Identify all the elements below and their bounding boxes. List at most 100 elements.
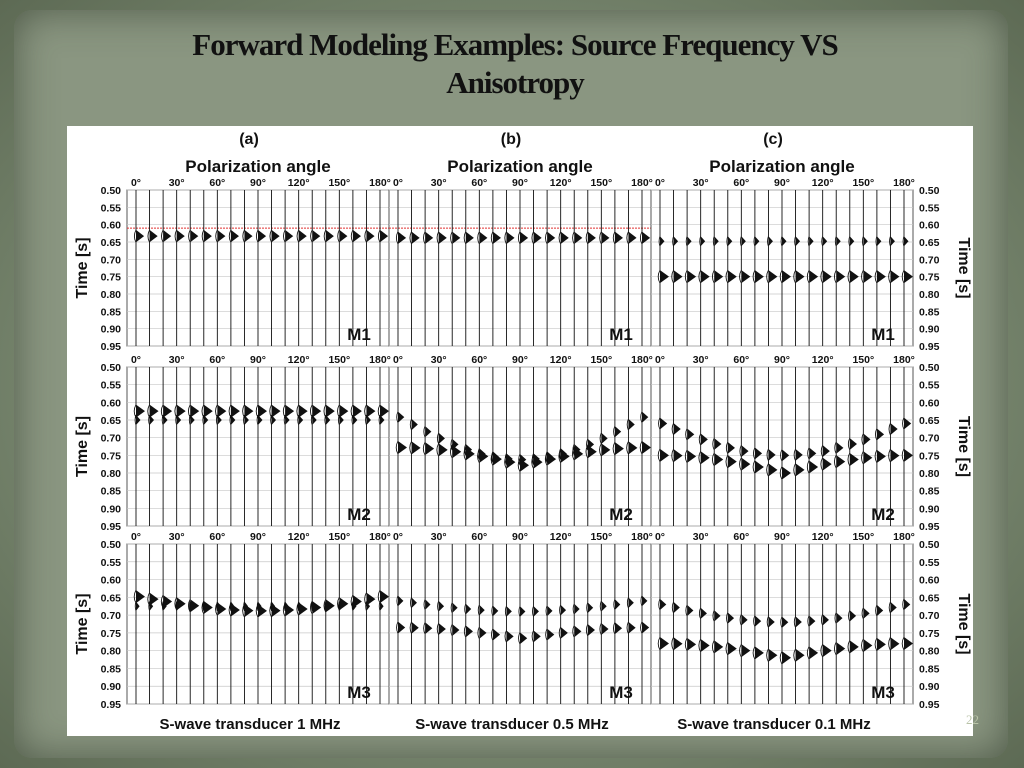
wavelet-fill	[425, 622, 433, 635]
y-tick-label-right: 0.55	[919, 380, 940, 392]
wavelet-fill	[849, 270, 859, 284]
wavelet-fill	[836, 455, 846, 469]
wavelet-fill	[904, 598, 911, 611]
wavelet-fill	[849, 438, 857, 450]
trace-line	[684, 544, 688, 704]
wavelet-fill	[574, 625, 582, 638]
wavelet-fill	[520, 231, 529, 245]
trace-line	[599, 544, 602, 704]
trace-line	[436, 544, 440, 704]
x-tick-label: 120°	[288, 354, 310, 366]
trace-line	[423, 544, 426, 704]
wavelet-fill	[768, 463, 778, 477]
wavelet-fill	[890, 423, 898, 435]
wavelet-fill	[741, 445, 749, 457]
wavelet-fill	[479, 626, 487, 639]
wavelet-fill	[230, 415, 236, 425]
wavelet-fill	[465, 625, 473, 638]
trace-line	[874, 367, 878, 526]
model-label-2-0: M3	[347, 683, 371, 702]
wavelet-fill	[628, 441, 638, 455]
column-footer-1: S-wave transducer 0.5 MHz	[415, 716, 608, 733]
trace-line	[450, 544, 453, 704]
wavelet-fill	[809, 460, 819, 474]
wavelet-fill	[163, 404, 173, 418]
panel-letter-0: (a)	[239, 131, 259, 148]
wavelet-fill	[398, 595, 404, 607]
wavelet-fill	[601, 432, 608, 444]
wavelet-fill	[714, 236, 719, 247]
wavelet-fill	[425, 426, 432, 438]
column-header-1: Polarization angle	[447, 157, 592, 176]
trace-line	[422, 367, 426, 526]
wavelet-fill	[863, 433, 871, 446]
wavelet-fill	[660, 598, 667, 611]
trace-line	[337, 367, 340, 526]
x-tick-label: 120°	[288, 531, 310, 543]
trace-line	[671, 367, 675, 526]
wavelet-fill	[163, 601, 167, 611]
wavelet-fill	[398, 411, 405, 423]
y-tick-label-right: 0.90	[919, 681, 940, 693]
trace-line	[888, 190, 891, 346]
x-tick-label: 180°	[369, 177, 391, 189]
y-tick-label-left: 0.90	[101, 503, 122, 515]
wavelet-fill	[190, 415, 195, 425]
y-tick-label-left: 0.80	[101, 468, 122, 480]
wavelet-fill	[700, 607, 707, 619]
model-label-0-1: M1	[609, 325, 633, 344]
x-tick-label: 150°	[328, 177, 350, 189]
wavelet-fill	[587, 602, 594, 614]
wavelet-fill	[244, 415, 249, 425]
wavelet-fill	[479, 604, 485, 616]
y-tick-label-right: 0.60	[919, 397, 940, 409]
wavelet-fill	[836, 270, 846, 284]
model-label-2-2: M3	[871, 683, 895, 702]
y-axis-label-right: Time [s]	[955, 593, 972, 654]
wavelet-fill	[741, 457, 751, 471]
trace-line	[269, 190, 273, 346]
x-tick-label: 30°	[693, 354, 709, 366]
wavelet-fill	[714, 640, 724, 654]
y-tick-label-left: 0.65	[101, 415, 122, 427]
wavelet-fill	[660, 236, 665, 247]
trace-line	[242, 190, 245, 346]
trace-line	[874, 190, 878, 346]
wavelet-fill	[366, 404, 376, 418]
x-tick-label: 60°	[733, 531, 749, 543]
x-tick-label: 0°	[655, 531, 665, 543]
wavelet-fill	[863, 607, 870, 619]
y-tick-label-left: 0.65	[101, 592, 122, 604]
wavelet-fill	[836, 441, 844, 454]
x-tick-label: 150°	[852, 354, 874, 366]
x-tick-label: 0°	[131, 177, 141, 189]
wavelet-fill	[560, 231, 569, 245]
wavelet-fill	[741, 614, 748, 626]
wavelet-fill	[366, 601, 371, 611]
wavelet-fill	[714, 452, 724, 466]
wavelet-fill	[849, 640, 859, 654]
y-tick-label-left: 0.95	[101, 699, 122, 711]
wavelet-fill	[574, 231, 583, 245]
trace-line	[188, 190, 191, 346]
wavelet-fill	[398, 231, 407, 245]
wavelet-fill	[687, 236, 692, 247]
trace-line	[160, 367, 164, 526]
wavelet-fill	[271, 229, 280, 243]
y-tick-label-left: 0.60	[101, 220, 122, 232]
wavelet-fill	[366, 592, 376, 606]
y-tick-label-left: 0.55	[101, 557, 122, 569]
wavelet-fill	[149, 415, 155, 425]
x-tick-label: 150°	[590, 531, 612, 543]
wavelet-fill	[782, 236, 787, 247]
y-tick-label-right: 0.65	[919, 592, 940, 604]
trace-line	[377, 190, 381, 346]
trace-line	[793, 367, 797, 526]
x-tick-label: 30°	[431, 354, 447, 366]
trace-line	[612, 544, 616, 704]
model-label-2-1: M3	[609, 683, 633, 702]
x-tick-label: 90°	[774, 177, 790, 189]
wavelet-fill	[271, 404, 281, 418]
trace-line	[477, 190, 480, 346]
trace-line	[296, 190, 300, 346]
